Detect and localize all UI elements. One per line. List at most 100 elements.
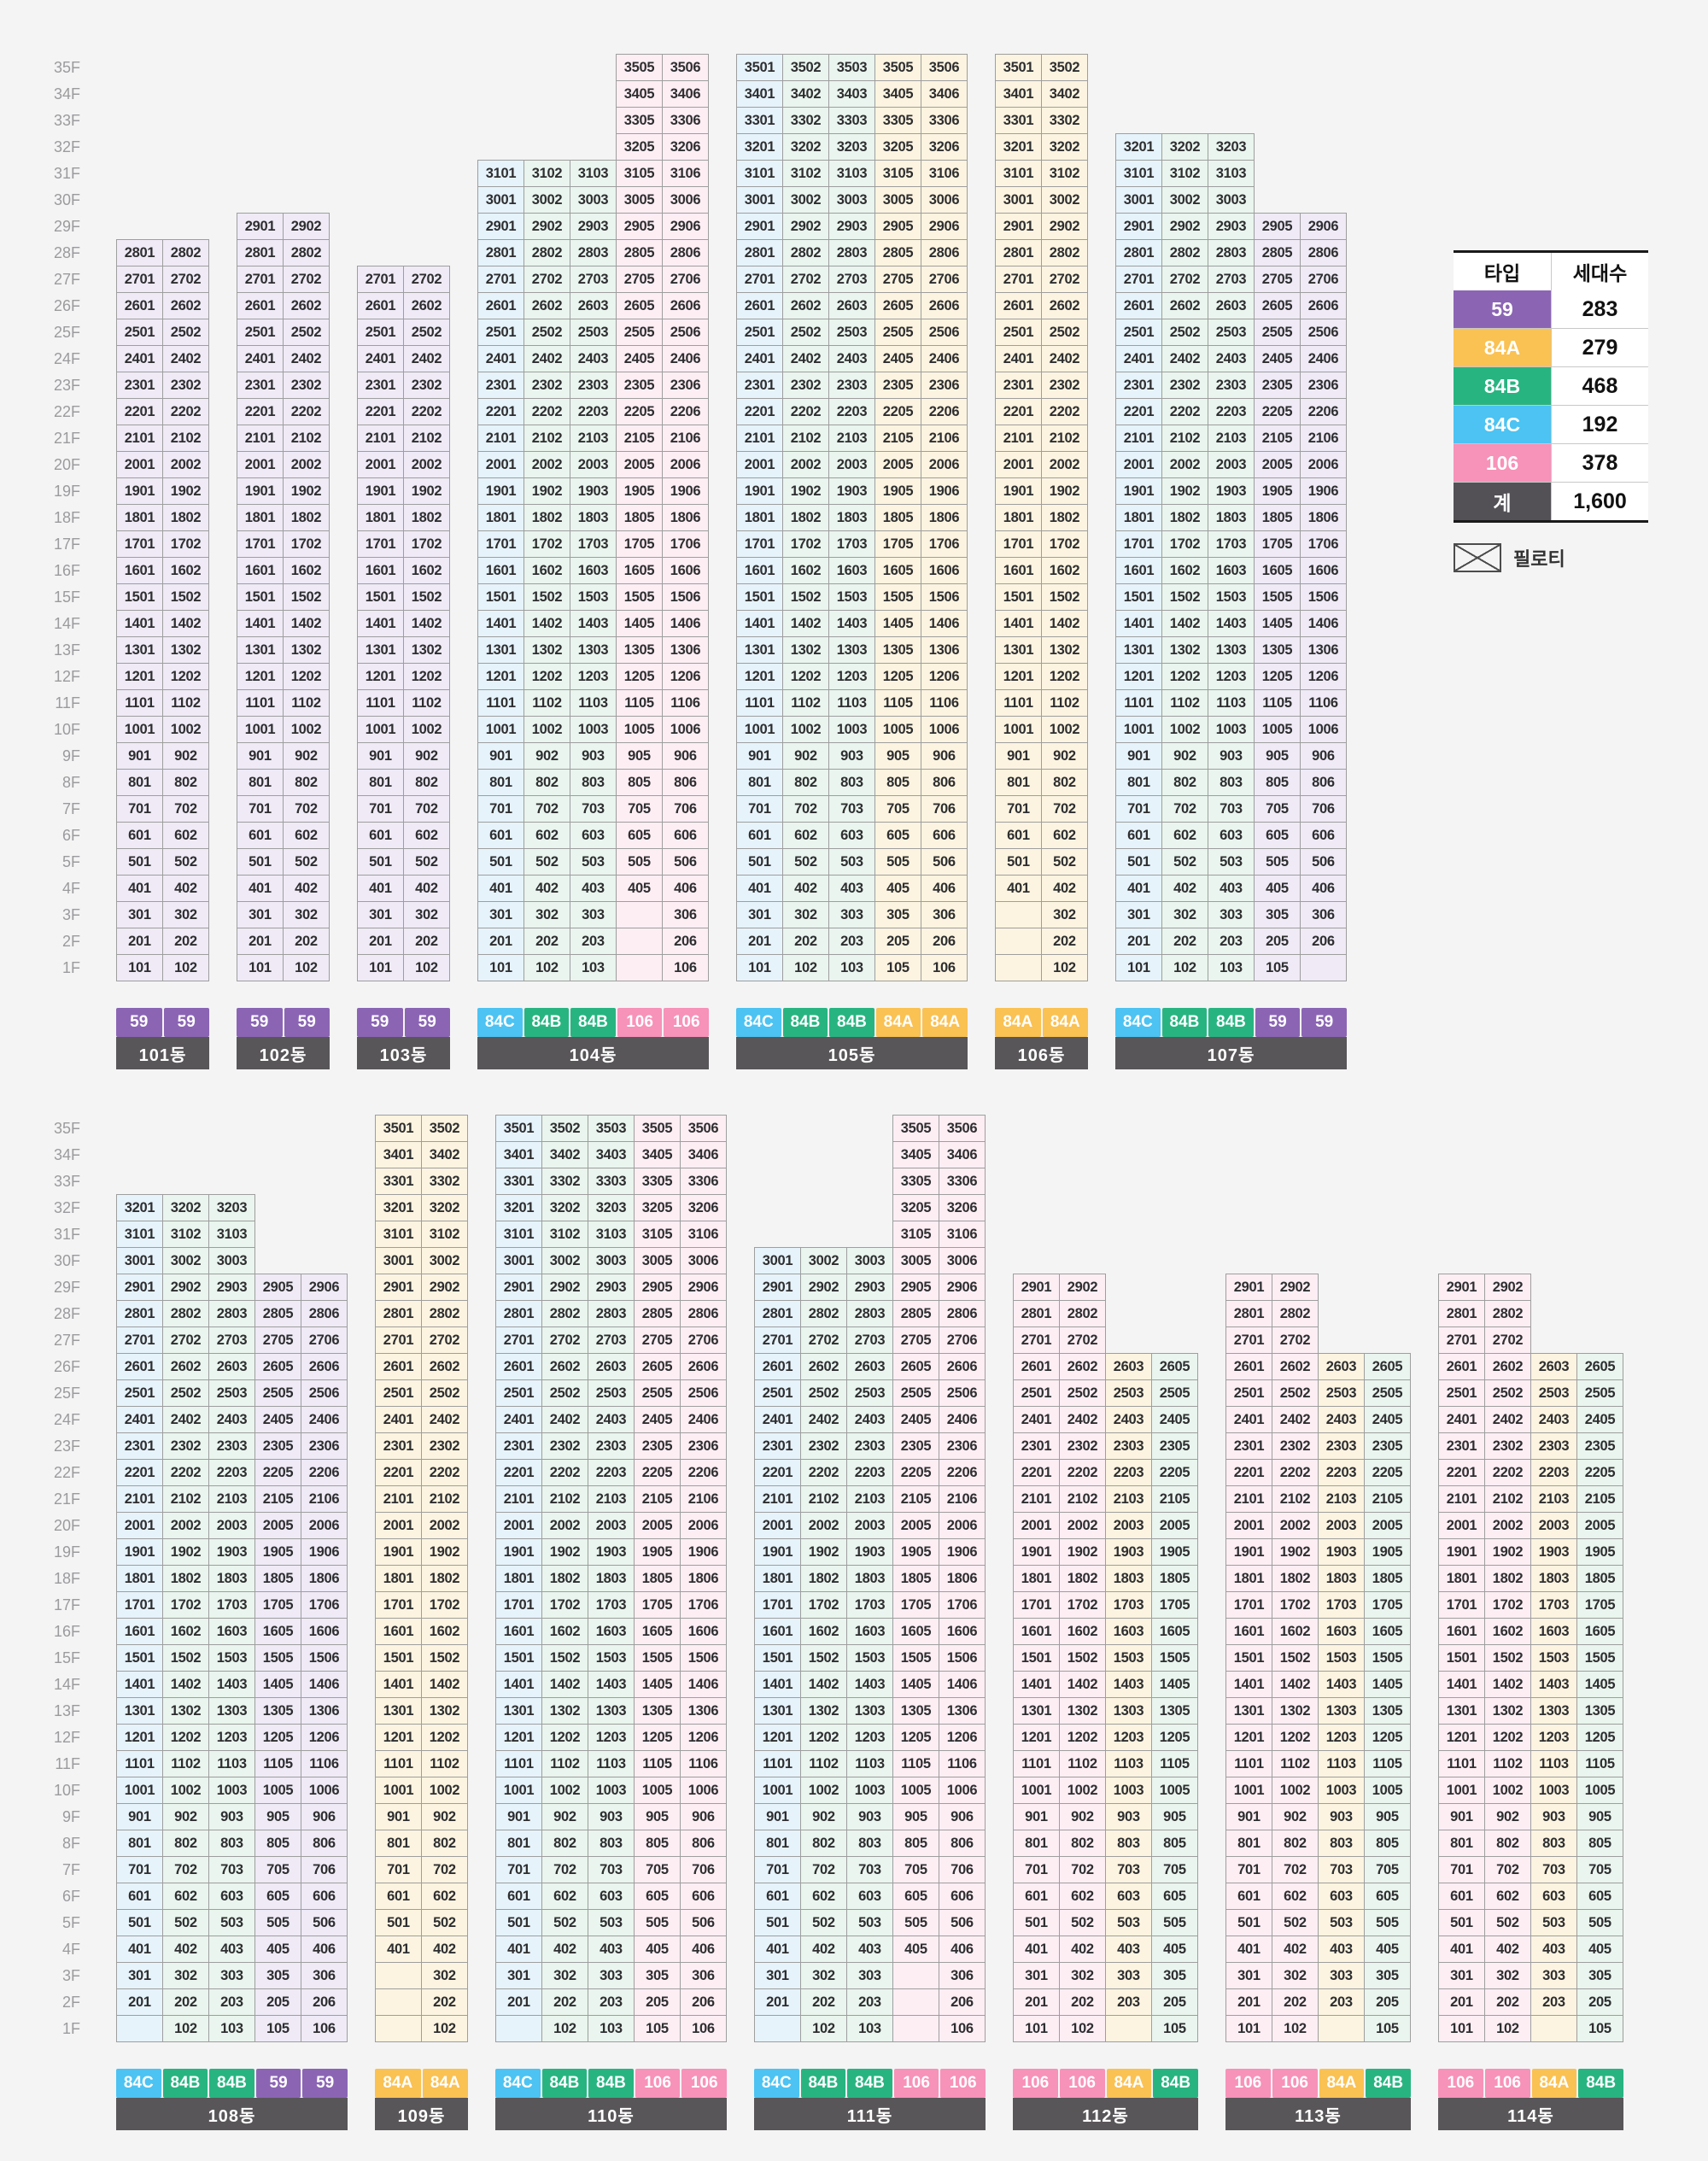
unit-cell[interactable]: 2605 (892, 1353, 939, 1380)
unit-cell[interactable]: 2401 (1013, 1406, 1060, 1433)
unit-cell[interactable]: 3302 (782, 107, 829, 134)
unit-cell[interactable]: 105 (1254, 954, 1301, 981)
unit-cell[interactable]: 2202 (162, 1459, 209, 1486)
unit-cell[interactable]: 1902 (162, 477, 209, 505)
unit-cell[interactable]: 1603 (588, 1618, 635, 1645)
unit-cell[interactable]: 1401 (736, 610, 783, 637)
unit-cell[interactable]: 1206 (939, 1724, 986, 1751)
unit-cell[interactable]: 603 (208, 1883, 255, 1910)
unit-cell[interactable]: 3402 (421, 1141, 468, 1168)
unit-cell[interactable]: 3501 (736, 54, 783, 81)
unit-cell[interactable]: 3101 (995, 160, 1042, 187)
unit-cell[interactable]: 2806 (939, 1300, 986, 1327)
unit-cell[interactable]: 2901 (375, 1274, 422, 1301)
unit-cell[interactable]: 2903 (208, 1274, 255, 1301)
unit-cell[interactable]: 2506 (939, 1379, 986, 1407)
unit-cell[interactable]: 2906 (921, 213, 968, 240)
unit-cell[interactable]: 305 (1576, 1962, 1623, 1989)
unit-cell[interactable]: 2103 (828, 425, 875, 452)
unit-cell[interactable]: 3306 (921, 107, 968, 134)
unit-cell[interactable]: 2401 (995, 345, 1042, 372)
unit-cell[interactable]: 1201 (237, 663, 284, 690)
unit-cell[interactable]: 2501 (1438, 1379, 1485, 1407)
unit-cell[interactable]: 302 (800, 1962, 847, 1989)
unit-cell[interactable]: 2101 (116, 425, 163, 452)
unit-cell[interactable]: 3402 (541, 1141, 588, 1168)
unit-cell[interactable]: 202 (1484, 1988, 1531, 2016)
unit-cell[interactable]: 1602 (1041, 557, 1088, 584)
unit-cell[interactable]: 2301 (495, 1432, 542, 1460)
unit-cell[interactable]: 2705 (1254, 266, 1301, 293)
unit-cell[interactable]: 1105 (892, 1750, 939, 1777)
unit-cell[interactable]: 1705 (1576, 1591, 1623, 1619)
unit-cell[interactable]: 2102 (403, 425, 450, 452)
unit-cell[interactable]: 2706 (301, 1326, 348, 1354)
unit-cell[interactable]: 1203 (1105, 1724, 1152, 1751)
unit-cell[interactable]: 2805 (874, 239, 921, 266)
unit-cell[interactable]: 1002 (1484, 1777, 1531, 1804)
unit-cell[interactable]: 2705 (634, 1326, 681, 1354)
unit-cell[interactable]: 2606 (680, 1353, 727, 1380)
unit-cell[interactable]: 202 (403, 928, 450, 955)
unit-cell[interactable]: 701 (116, 795, 163, 823)
unit-cell[interactable]: 103 (208, 2015, 255, 2042)
unit-cell[interactable]: 301 (357, 901, 404, 928)
unit-cell[interactable]: 2602 (1272, 1353, 1319, 1380)
unit-cell[interactable]: 2401 (357, 345, 404, 372)
unit-cell[interactable]: 2106 (939, 1485, 986, 1513)
unit-cell[interactable]: 1405 (874, 610, 921, 637)
unit-cell[interactable]: 502 (782, 848, 829, 876)
unit-cell[interactable]: 3303 (588, 1168, 635, 1195)
unit-cell[interactable]: 701 (375, 1856, 422, 1883)
unit-cell[interactable]: 2403 (588, 1406, 635, 1433)
unit-cell[interactable]: 2601 (116, 1353, 163, 1380)
unit-cell[interactable]: 1102 (1484, 1750, 1531, 1777)
unit-cell[interactable]: 503 (1318, 1909, 1365, 1936)
unit-cell[interactable]: 2101 (1225, 1485, 1272, 1513)
unit-cell[interactable]: 303 (1318, 1962, 1365, 1989)
unit-cell[interactable]: 1302 (1484, 1697, 1531, 1725)
unit-cell[interactable]: 1802 (1484, 1565, 1531, 1592)
unit-cell[interactable]: 1105 (1151, 1750, 1198, 1777)
unit-cell[interactable]: 1003 (588, 1777, 635, 1804)
unit-cell[interactable]: 205 (874, 928, 921, 955)
unit-cell[interactable]: 201 (1013, 1988, 1060, 2016)
unit-cell[interactable]: 2101 (477, 425, 524, 452)
unit-cell[interactable]: 1803 (1530, 1565, 1577, 1592)
unit-cell[interactable]: 1701 (116, 1591, 163, 1619)
unit-cell[interactable]: 1806 (1300, 504, 1347, 531)
unit-cell[interactable]: 2506 (921, 319, 968, 346)
unit-cell[interactable]: 1305 (1151, 1697, 1198, 1725)
unit-cell[interactable]: 2403 (1208, 345, 1255, 372)
unit-cell[interactable]: 1203 (828, 663, 875, 690)
unit-cell[interactable]: 1605 (1254, 557, 1301, 584)
unit-cell[interactable]: 2101 (1438, 1485, 1485, 1513)
unit-cell[interactable]: 3502 (1041, 54, 1088, 81)
unit-cell[interactable]: 702 (800, 1856, 847, 1883)
unit-cell[interactable]: 1402 (162, 610, 209, 637)
unit-cell[interactable]: 1603 (1208, 557, 1255, 584)
unit-cell[interactable]: 601 (754, 1883, 801, 1910)
unit-cell[interactable]: 1902 (541, 1538, 588, 1566)
unit-cell[interactable]: 1702 (524, 530, 570, 558)
unit-cell[interactable]: 605 (634, 1883, 681, 1910)
unit-cell[interactable]: 1601 (375, 1618, 422, 1645)
unit-cell[interactable]: 1902 (421, 1538, 468, 1566)
unit-cell[interactable]: 602 (1041, 822, 1088, 849)
unit-cell[interactable]: 305 (1254, 901, 1301, 928)
unit-cell[interactable]: 1702 (1272, 1591, 1319, 1619)
unit-cell[interactable]: 705 (634, 1856, 681, 1883)
unit-cell[interactable]: 1103 (588, 1750, 635, 1777)
unit-cell[interactable]: 1901 (1438, 1538, 1485, 1566)
unit-cell[interactable]: 903 (208, 1803, 255, 1830)
unit-cell[interactable]: 1101 (375, 1750, 422, 1777)
unit-cell[interactable]: 2802 (421, 1300, 468, 1327)
unit-cell[interactable]: 602 (162, 1883, 209, 1910)
unit-cell[interactable]: 2703 (588, 1326, 635, 1354)
unit-cell[interactable]: 105 (874, 954, 921, 981)
unit-cell[interactable]: 1801 (736, 504, 783, 531)
unit-cell[interactable]: 2006 (301, 1512, 348, 1539)
unit-cell[interactable]: 2201 (477, 398, 524, 425)
unit-cell[interactable]: 705 (1576, 1856, 1623, 1883)
unit-cell[interactable]: 203 (828, 928, 875, 955)
